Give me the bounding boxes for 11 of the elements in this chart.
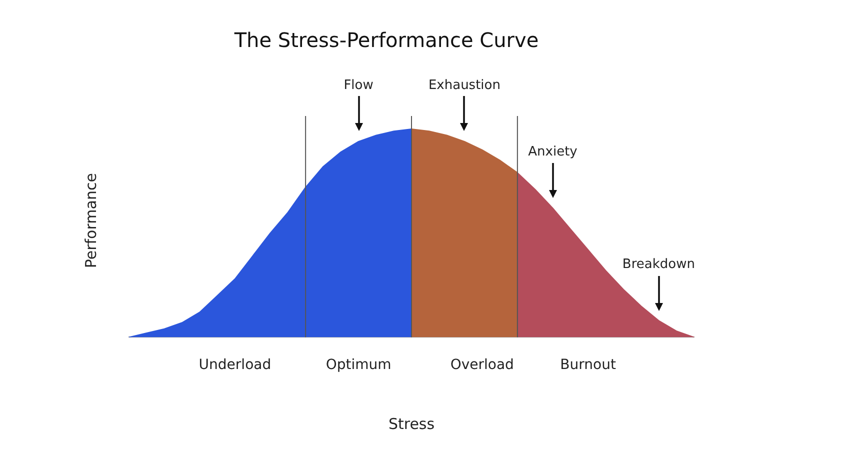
x-tick-label: Optimum: [326, 357, 392, 374]
x-tick-label: Burnout: [560, 357, 616, 374]
x-axis-title: Stress: [388, 414, 435, 433]
text: Exhaustion: [428, 78, 500, 93]
annotation: Anxiety: [528, 144, 578, 160]
text: Flow: [344, 78, 374, 93]
x-tick-label: Underload: [198, 357, 272, 374]
chart-title: The Stress-Performance Curve: [233, 28, 539, 52]
y-axis-title: Performance: [82, 173, 100, 268]
annotation: Breakdown: [622, 256, 695, 272]
x-tick-label: Overload: [450, 357, 514, 374]
